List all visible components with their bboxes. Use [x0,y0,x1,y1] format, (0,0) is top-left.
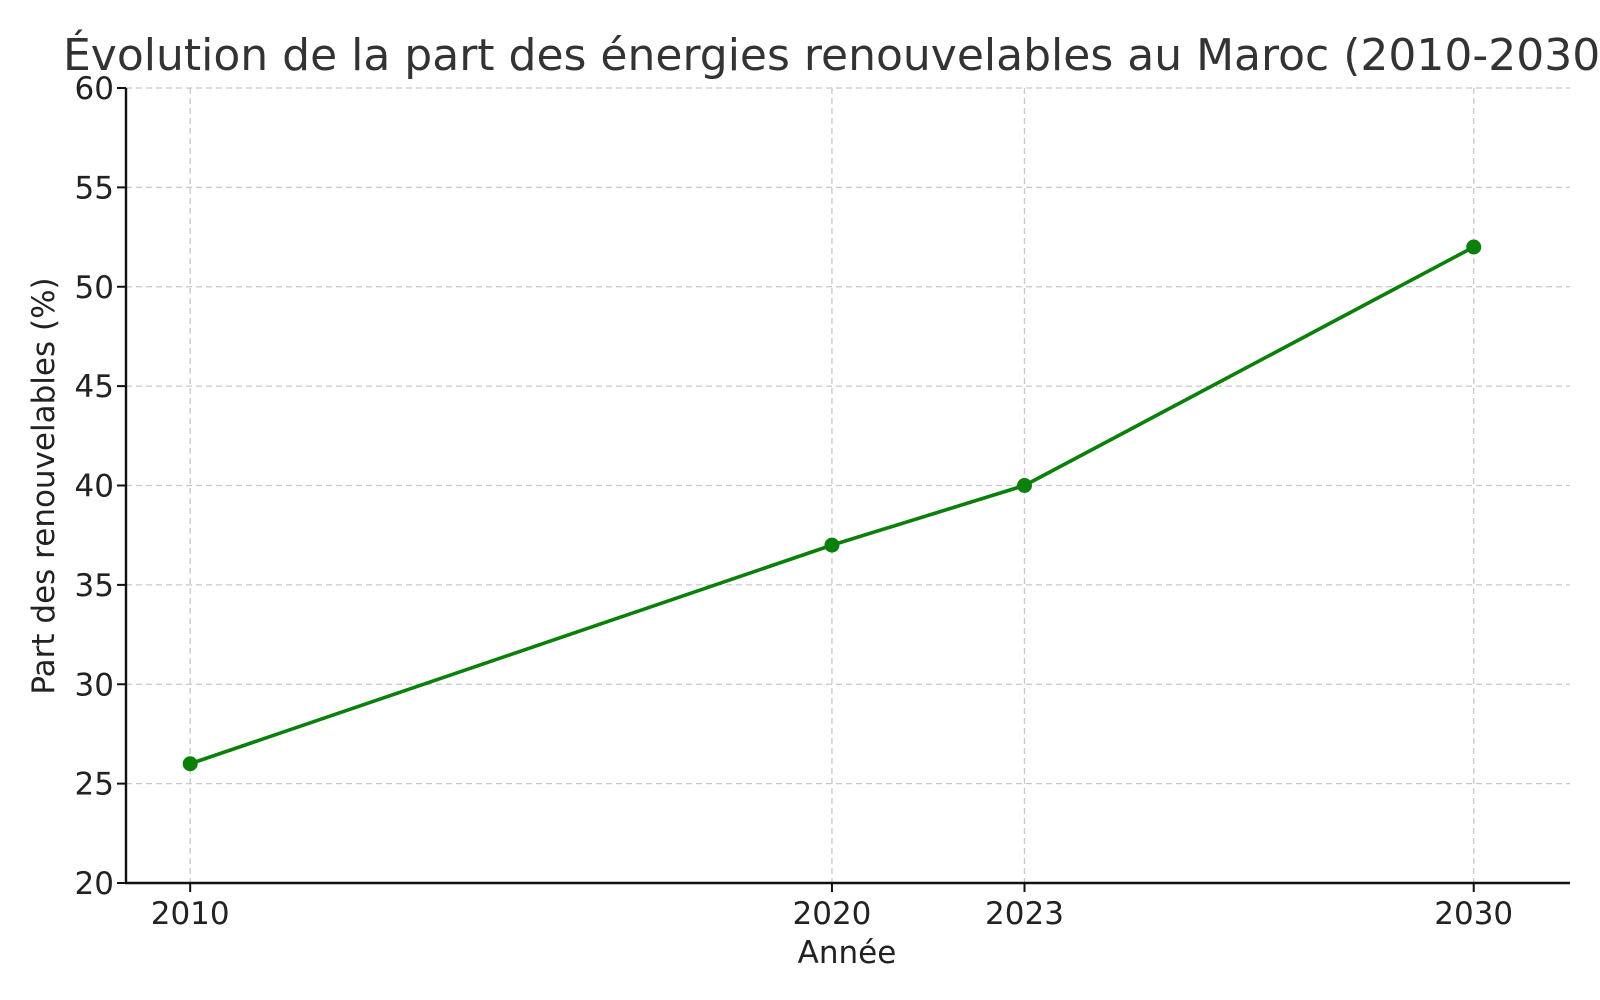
y-axis-label: Part des renouvelables (%) [26,277,62,694]
data-point [1466,239,1482,255]
grid-lines [126,87,1570,883]
x-tick-label: 2023 [985,896,1064,932]
y-tick-label: 35 [75,568,114,604]
series-line [189,245,1475,766]
y-tick-label: 55 [75,170,114,206]
data-point [182,756,198,772]
y-tick-label: 20 [75,866,114,902]
x-tick-label: 2010 [151,896,230,932]
y-tick-label: 45 [75,369,114,405]
data-point [824,537,840,553]
y-tick-label: 50 [75,270,114,306]
x-tick-label: 2020 [793,896,872,932]
chart-title: Évolution de la part des énergies renouv… [63,28,1600,81]
data-point [1016,478,1032,493]
y-tick-label: 60 [75,71,114,107]
y-tick-label: 25 [75,767,114,803]
x-axis-ticks: 2010 2020 2023 2030 [151,883,1513,932]
y-tick-label: 30 [75,667,114,703]
y-tick-label: 40 [75,469,114,505]
series-group [182,239,1482,772]
y-axis-ticks: 20 25 30 35 40 45 50 55 60 [75,71,126,902]
x-tick-label: 2030 [1434,896,1513,932]
x-axis-label: Année [798,935,897,971]
